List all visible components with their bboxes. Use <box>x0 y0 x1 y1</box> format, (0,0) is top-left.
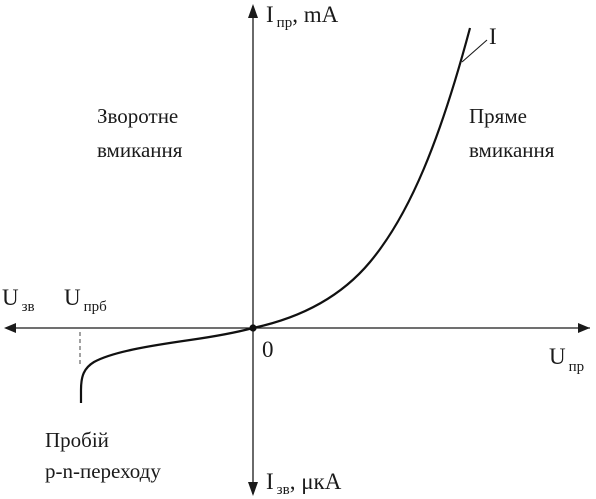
y-axis-bottom-subscript: зв <box>277 482 290 498</box>
y-axis-top-subscript: пр <box>277 15 293 31</box>
curve-label-leader <box>461 39 488 63</box>
origin-point <box>249 324 257 332</box>
breakdown-voltage-subscript: прб <box>84 299 108 315</box>
x-axis-arrow-right <box>578 323 590 333</box>
y-axis-top-symbol: I <box>266 2 274 27</box>
reverse-region-line1: Зворотне <box>97 104 178 128</box>
origin-label: 0 <box>262 337 274 362</box>
x-axis-left-subscript: зв <box>22 299 35 315</box>
breakdown-voltage-symbol: U <box>64 285 81 310</box>
y-axis-bottom-unit: , μкА <box>290 469 342 494</box>
x-axis-right-subscript: пр <box>569 359 585 375</box>
reverse-region-line2: вмикання <box>97 138 183 162</box>
x-axis-arrow-left <box>4 323 16 333</box>
iv-curve <box>79 27 472 403</box>
breakdown-region-line2: p-n-переходу <box>45 459 161 483</box>
y-axis-arrow-down <box>248 482 258 496</box>
forward-region-line2: вмикання <box>469 138 555 162</box>
breakdown-region-line1: Пробій <box>45 428 109 452</box>
x-axis-right-symbol: U <box>549 344 566 369</box>
forward-region-line1: Пряме <box>469 104 527 128</box>
x-axis-left-symbol: U <box>2 285 19 310</box>
y-axis-bottom-symbol: I <box>266 469 274 494</box>
y-axis-top-unit: , mA <box>292 2 338 27</box>
curve-label: I <box>489 24 497 49</box>
y-axis-arrow-up <box>248 4 258 18</box>
